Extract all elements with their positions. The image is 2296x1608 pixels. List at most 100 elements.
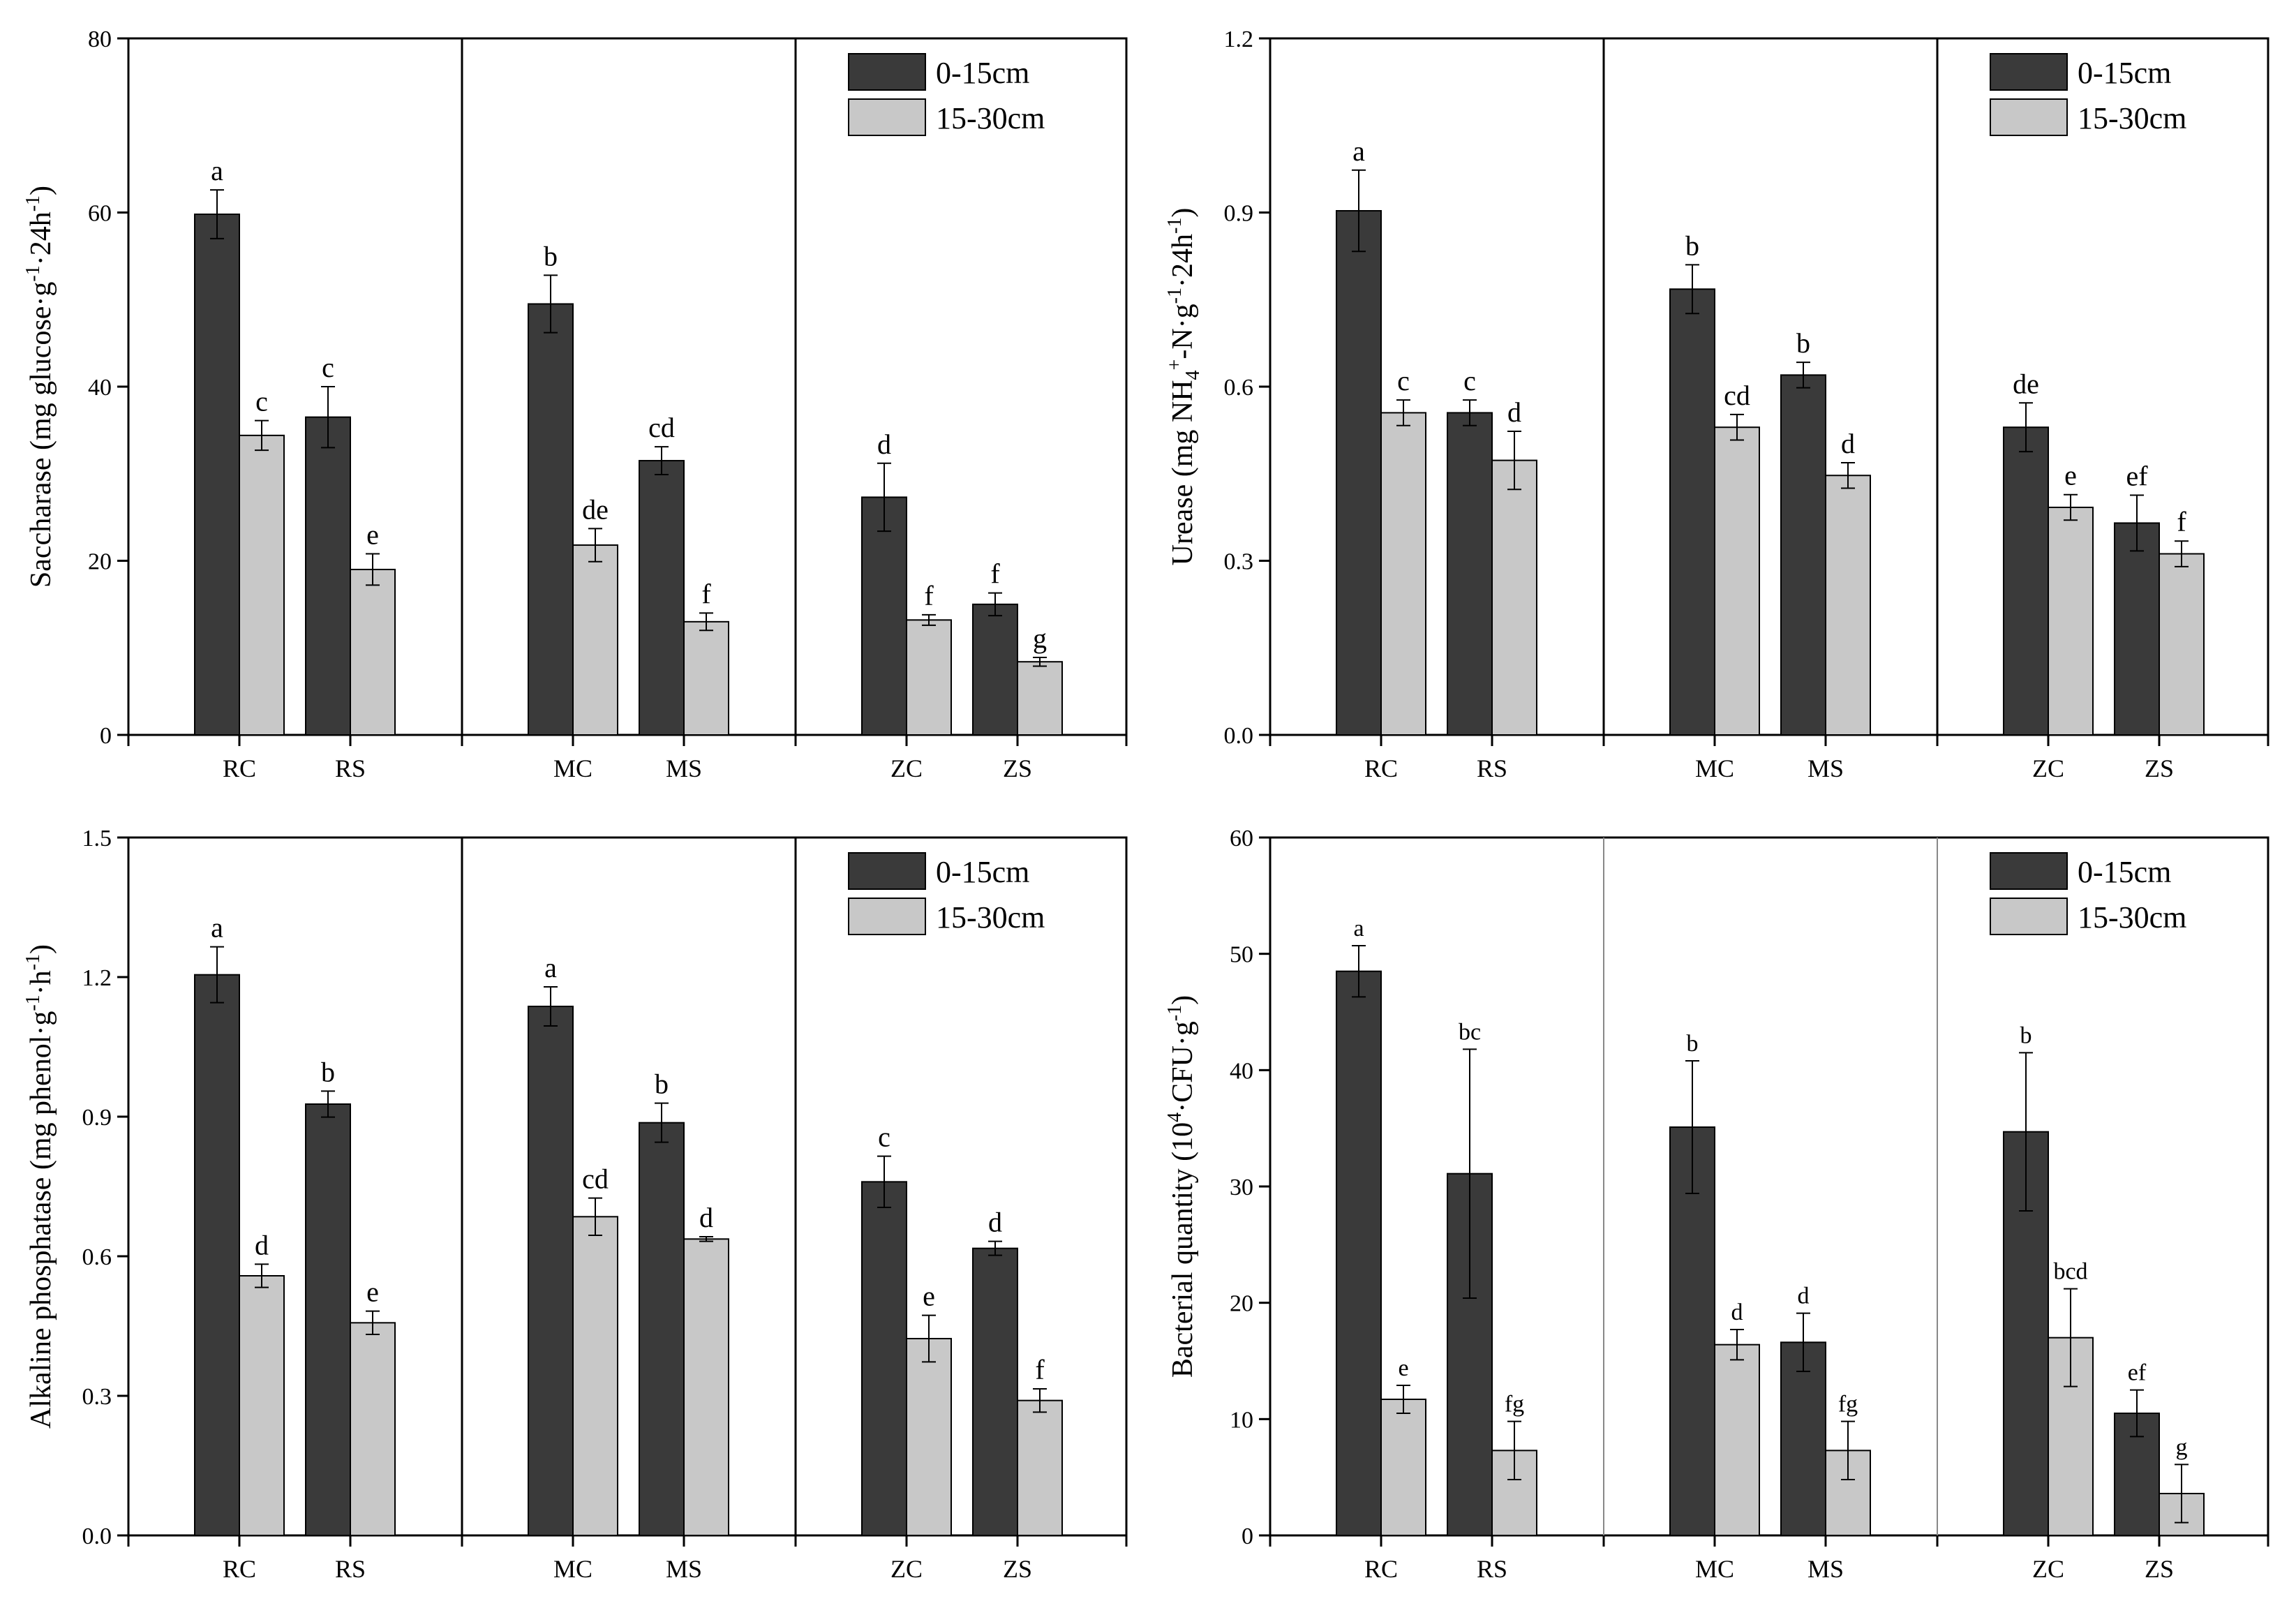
significance-label: de (582, 493, 609, 525)
y-tick-label: 40 (88, 375, 112, 401)
significance-label: cd (582, 1163, 609, 1195)
category-label: MS (666, 754, 702, 782)
bar-depth-15-30 (1380, 1399, 1426, 1536)
significance-label: cd (648, 412, 675, 443)
significance-label: a (1353, 916, 1364, 941)
significance-label: c (878, 1122, 890, 1153)
legend-label: 15-30cm (936, 101, 1045, 135)
significance-label: b (321, 1056, 335, 1087)
significance-label: e (1398, 1355, 1408, 1381)
bar-depth-0-15 (639, 460, 685, 736)
y-tick-label: 1.2 (1224, 27, 1254, 52)
category-label: ZC (890, 1555, 923, 1583)
y-tick-label: 0.6 (82, 1244, 112, 1270)
significance-label: d (255, 1229, 269, 1260)
y-tick-label: 0.0 (1224, 723, 1254, 749)
bar-depth-0-15 (861, 496, 907, 736)
bar-depth-15-30 (1714, 426, 1760, 736)
significance-label: f (924, 580, 934, 611)
bar-depth-0-15 (1780, 1341, 1826, 1537)
significance-label: b (1685, 230, 1699, 261)
legend-swatch (1990, 98, 2068, 136)
category-label: MC (553, 754, 592, 782)
legend-swatch (848, 53, 926, 91)
category-label: RC (223, 1555, 256, 1583)
significance-label: d (1731, 1300, 1743, 1325)
significance-label: a (1352, 135, 1365, 167)
significance-label: bc (1459, 1019, 1481, 1045)
significance-label: c (255, 386, 268, 417)
significance-label: fg (1505, 1392, 1524, 1417)
bar-depth-15-30 (350, 1322, 396, 1537)
bar-depth-0-15 (639, 1122, 685, 1536)
bar-depth-15-30 (1825, 475, 1871, 736)
y-tick-label: 0 (100, 723, 112, 749)
y-tick-label: 1.5 (82, 826, 112, 851)
bacterial-quantity-chart: 0 10 20 30 40 50 60 RC RS MC MS ZC ZS a bc b d b ef e fg d fg b… (1164, 826, 2269, 1583)
bar-depth-15-30 (1714, 1343, 1760, 1536)
y-tick-label: 20 (1230, 1291, 1253, 1317)
y-tick-label: 60 (88, 201, 112, 227)
bar-depth-0-15 (1669, 1126, 1715, 1536)
significance-label: d (1841, 428, 1855, 459)
significance-label: g (1033, 623, 1047, 654)
category-label: MS (666, 1555, 702, 1583)
bar-depth-0-15 (305, 416, 351, 736)
category-label: RS (1477, 754, 1507, 782)
bar-depth-15-30 (683, 1238, 729, 1537)
y-tick-label: 1.2 (82, 965, 112, 991)
significance-label: c (1397, 365, 1410, 396)
y-tick-label: 40 (1230, 1058, 1253, 1084)
y-tick-label: 0.3 (82, 1384, 112, 1410)
category-label: ZC (2032, 754, 2064, 782)
y-tick-label: 0.3 (1224, 549, 1254, 575)
bar-depth-0-15 (861, 1181, 907, 1537)
bar-depth-15-30 (1017, 1399, 1063, 1536)
bar-depth-15-30 (2048, 506, 2094, 736)
bar-depth-15-30 (572, 1216, 618, 1537)
bar-depth-0-15 (1447, 412, 1493, 736)
legend-swatch (848, 898, 926, 935)
significance-label: e (923, 1281, 935, 1312)
legend-swatch (848, 852, 926, 890)
category-label: ZS (2145, 1555, 2174, 1583)
bar-depth-0-15 (528, 303, 574, 736)
plot-frame (127, 836, 1128, 1537)
y-axis-label: Bacterial quantity (104·CFU·g-1) (1164, 995, 1199, 1378)
bar-depth-15-30 (906, 1338, 952, 1536)
significance-label: f (701, 578, 711, 609)
category-label: MS (1807, 754, 1844, 782)
significance-label: bcd (2053, 1259, 2087, 1285)
bar-depth-0-15 (528, 1006, 574, 1536)
y-tick-label: 0.0 (82, 1524, 112, 1549)
y-axis-label: Alkaline phosphatase (mg phenol·g-1·h-1) (22, 944, 57, 1429)
significance-label: e (366, 519, 379, 551)
bar-depth-15-30 (1017, 661, 1063, 736)
significance-label: a (544, 952, 557, 983)
bar-depth-0-15 (1669, 288, 1715, 736)
legend-swatch (1990, 852, 2068, 890)
significance-label: d (877, 429, 891, 460)
significance-label: f (990, 558, 1000, 590)
bar-depth-15-30 (1491, 459, 1537, 736)
significance-label: e (2064, 460, 2077, 491)
category-label: RC (223, 754, 256, 782)
significance-label: e (366, 1276, 379, 1308)
category-label: ZC (2032, 1555, 2064, 1583)
y-tick-label: 50 (1230, 942, 1253, 968)
category-label: MC (1695, 754, 1734, 782)
urease-chart: 0.00.30.60.91.2RC RS MC MS ZC ZSacbbdeefcdcdd… (1164, 27, 2269, 782)
legend-label: 0-15cm (936, 56, 1029, 90)
significance-label: de (2013, 368, 2039, 399)
legend-label: 0-15cm (2078, 855, 2171, 889)
significance-label: d (1507, 396, 1521, 428)
category-label: RC (1364, 754, 1398, 782)
category-label: RS (335, 1555, 366, 1583)
y-tick-label: 20 (88, 549, 112, 575)
bar-depth-0-15 (194, 974, 240, 1536)
significance-label: d (699, 1202, 713, 1233)
category-label: MC (553, 1555, 592, 1583)
significance-label: ef (2128, 1360, 2147, 1386)
alkaline-phosphatase-chart: 0.00.30.60.91.21.5RC RS MC MS ZC ZSababcddecd… (22, 826, 1128, 1583)
